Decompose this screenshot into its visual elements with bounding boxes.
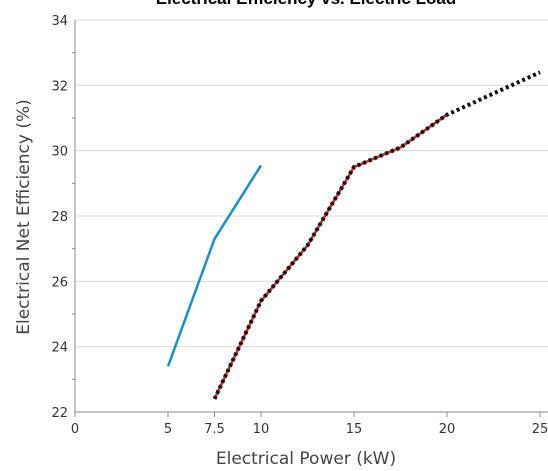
x-tick-labels: 0 5 7.5 10 15 20 25 xyxy=(71,422,548,437)
x-tick-label: 15 xyxy=(346,422,363,437)
x-tick-label: 20 xyxy=(439,422,456,437)
series-lines xyxy=(166,70,541,400)
y-tick-labels: 22 24 26 28 30 32 34 xyxy=(51,14,68,421)
y-tick-label: 22 xyxy=(51,406,68,421)
y-tick-label: 26 xyxy=(51,275,68,290)
chart-title: Electrical Efficiency vs. Electric Load xyxy=(156,0,456,8)
y-tick-label: 24 xyxy=(51,341,68,356)
series-line-1 xyxy=(166,164,263,367)
y-tick-label: 30 xyxy=(51,145,68,160)
x-tick-label: 7.5 xyxy=(204,422,225,437)
y-axis-title: Electrical Net Efficiency (%) xyxy=(14,99,34,335)
x-axis-title: Electrical Power (kW) xyxy=(216,449,396,469)
series-line-3 xyxy=(212,70,541,400)
y-tick-label: 32 xyxy=(51,79,68,94)
y-tick-label: 34 xyxy=(51,14,68,29)
x-tick-label: 5 xyxy=(164,422,172,437)
axes xyxy=(72,20,548,417)
y-tick-label: 28 xyxy=(51,210,68,225)
series-line-2 xyxy=(213,113,448,400)
x-tick-label: 0 xyxy=(71,422,79,437)
gridlines xyxy=(75,19,548,348)
x-tick-label: 10 xyxy=(253,422,270,437)
x-tick-label: 25 xyxy=(532,422,548,437)
